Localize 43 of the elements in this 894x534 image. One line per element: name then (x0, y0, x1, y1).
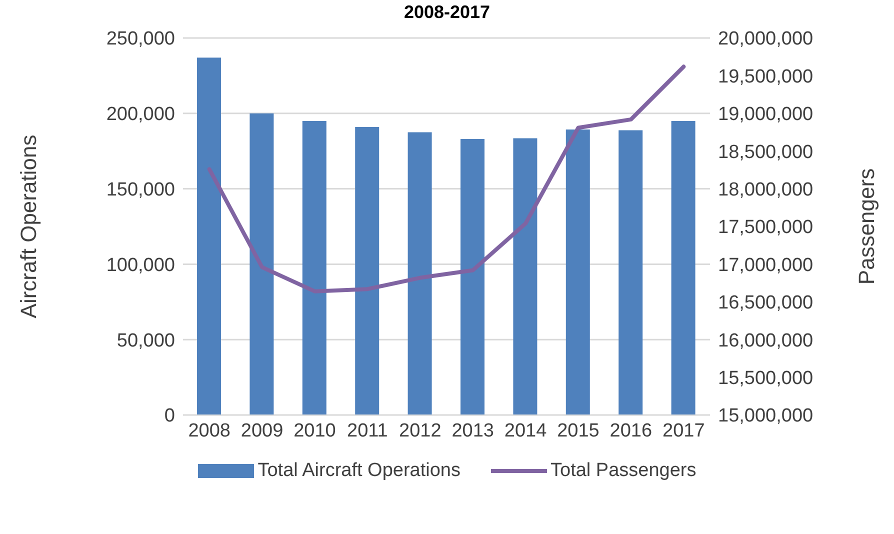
y-tick-label: 100,000 (106, 254, 175, 276)
y2-tick-label: 16,500,000 (718, 292, 814, 314)
x-tick-label: 2013 (452, 420, 494, 442)
y2-tick-label: 16,000,000 (718, 330, 814, 352)
x-tick-label: 2012 (399, 420, 442, 442)
bar (460, 139, 484, 415)
x-tick-label: 2008 (188, 420, 230, 442)
bar (250, 113, 274, 415)
x-tick-label: 2014 (504, 420, 548, 442)
y2-tick-label: 15,500,000 (718, 368, 814, 390)
bar (355, 126, 380, 415)
bar (197, 58, 221, 415)
y-tick-label: 150,000 (106, 180, 175, 201)
bar (566, 130, 590, 415)
y-tick-label: 250,000 (106, 28, 175, 50)
x-tick-label: 2015 (557, 420, 600, 442)
y2-tick-label: 17,500,000 (718, 217, 814, 238)
x-tick-label: 2017 (662, 420, 705, 442)
y2-axis-title: Passengers (854, 168, 879, 285)
bar (408, 132, 432, 415)
bar (302, 120, 326, 415)
x-tick-label: 2011 (347, 420, 388, 442)
legend-label: Total Passengers (550, 460, 696, 482)
y-axis-title: Aircraft Operations (16, 134, 41, 318)
bar (513, 138, 538, 415)
x-tick-label: 2016 (610, 420, 652, 442)
y2-tick-label: 20,000,000 (718, 28, 814, 50)
y-tick-label: 200,000 (106, 104, 175, 126)
y2-tick-label: 15,000,000 (718, 406, 814, 427)
y2-tick-label: 19,500,000 (718, 66, 814, 88)
bar (671, 120, 696, 415)
y2-tick-label: 18,500,000 (718, 142, 814, 163)
line-series (207, 64, 686, 294)
y2-tick-label: 19,000,000 (718, 104, 814, 126)
y-tick-label: 0 (164, 406, 175, 427)
y2-tick-label: 18,000,000 (718, 180, 814, 201)
chart-title: 2008-2017 (402, 2, 492, 23)
x-tick-label: 2010 (294, 420, 336, 442)
legend-label: Total Aircraft Operations (258, 460, 460, 482)
bar (618, 130, 643, 415)
y2-tick-label: 17,000,000 (718, 254, 814, 276)
y-tick-label: 50,000 (116, 330, 175, 352)
x-tick-label: 2009 (240, 420, 284, 442)
